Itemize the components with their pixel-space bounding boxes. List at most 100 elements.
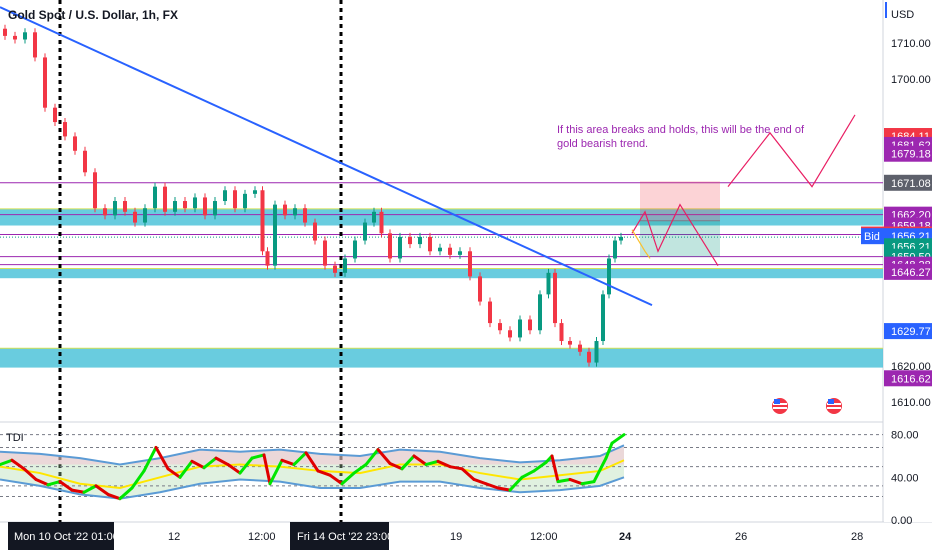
candle-body — [33, 32, 37, 58]
tdi-rsi-segment — [178, 459, 194, 479]
candle-body — [283, 204, 287, 216]
tdi-rsi-segment — [448, 465, 464, 471]
tdi-rsi-segment — [610, 433, 626, 445]
take-profit-area[interactable] — [640, 220, 720, 257]
candle-body — [260, 190, 265, 252]
candle-body — [73, 136, 77, 151]
candle-body — [488, 301, 492, 324]
tdi-rsi-segment — [592, 456, 608, 484]
tdi-rsi-segment — [292, 451, 308, 467]
tdi-pane — [0, 422, 883, 522]
tdi-label[interactable]: TDI — [6, 432, 24, 444]
tdi-rsi-segment — [496, 486, 512, 492]
tdi-rsi-segment — [280, 458, 296, 467]
price-tag[interactable] — [884, 370, 932, 387]
price-tag-label: 1629.77 — [891, 326, 931, 338]
candle-body — [183, 201, 187, 209]
x-tick: 26 — [735, 531, 747, 543]
y-tick: 1610.00 — [891, 397, 931, 409]
y-tick: 1620.00 — [891, 361, 931, 373]
candle-body — [203, 197, 207, 216]
tdi-axis-tick: 0.00 — [891, 515, 912, 527]
candle-body — [363, 222, 367, 241]
candle-body — [265, 251, 270, 266]
candle-body — [398, 236, 402, 259]
candle-body — [458, 251, 462, 255]
candle-body — [193, 197, 197, 209]
price-tags: 1684.111681.621679.181671.081662.201659.… — [861, 128, 932, 387]
trendline[interactable] — [0, 6, 653, 307]
candle-body — [13, 35, 17, 40]
candle-body — [173, 201, 177, 212]
x-tick: 12 — [168, 531, 180, 543]
support-zone[interactable] — [0, 208, 883, 226]
price-tag[interactable] — [884, 263, 932, 280]
candle-body — [53, 107, 57, 123]
tdi-rsi-segment — [118, 486, 134, 501]
candle-body — [418, 236, 422, 245]
position-box[interactable] — [640, 181, 720, 257]
price-tag[interactable] — [884, 323, 932, 340]
projection-path[interactable] — [631, 203, 719, 266]
support-zone[interactable] — [0, 348, 883, 368]
candle-body — [343, 258, 347, 273]
bearish-trendline[interactable] — [0, 6, 653, 307]
tdi-rsi-segment — [82, 484, 98, 494]
tdi-rsi-segment — [508, 475, 524, 492]
tdi-rsi-segment — [568, 477, 584, 486]
projection-path[interactable] — [631, 229, 651, 259]
time-highlight-2 — [290, 522, 389, 550]
price-axis-ticks: 1710.00 1700.00 1620.00 1610.00 — [891, 38, 931, 409]
projection-path[interactable] — [727, 114, 856, 188]
projection-paths[interactable] — [631, 114, 856, 266]
candle-body — [538, 294, 542, 331]
tdi-rsi-segment — [340, 471, 356, 486]
tdi-rsi-segment — [580, 480, 596, 486]
tdi-rsi-segment — [484, 482, 500, 490]
candle-body — [23, 32, 27, 40]
tdi-axis-tick: 40.00 — [891, 472, 919, 484]
candle-body — [213, 201, 217, 216]
candle-body — [578, 344, 582, 352]
candle-body — [223, 190, 227, 202]
candle-body — [448, 247, 452, 255]
tdi-rsi-segment — [604, 441, 614, 460]
price-tag-prefix-box — [861, 228, 884, 245]
candle-body — [333, 265, 337, 273]
time-highlight-label-1: Mon 10 Oct '22 01:00 — [14, 531, 119, 543]
price-tag[interactable] — [884, 145, 932, 162]
candle-body — [163, 186, 167, 212]
tdi-rsi-segment — [130, 469, 146, 490]
tdi-rsi-segment — [460, 467, 476, 481]
tdi-rsi-segment — [364, 448, 380, 467]
candle-body — [613, 240, 617, 259]
tdi-rsi-segment — [304, 451, 320, 473]
tdi-rsi-segment — [190, 459, 206, 470]
tdi-axis-tick: 80.00 — [891, 430, 919, 442]
stop-loss-area[interactable] — [640, 181, 720, 221]
candle-body — [233, 190, 237, 209]
us-flag-icon[interactable] — [826, 398, 842, 414]
annotation-line-1[interactable]: If this area breaks and holds, this will… — [557, 124, 805, 136]
candle-body — [313, 222, 317, 241]
currency-label: USD — [891, 9, 914, 21]
candle-body — [388, 233, 392, 259]
tdi-rsi-segment — [142, 445, 158, 473]
price-tag-prefix: Bid — [864, 231, 880, 243]
us-flag-icon[interactable] — [772, 398, 788, 414]
tdi-rsi-segment — [106, 492, 122, 501]
candle-body — [619, 236, 623, 241]
candle-body — [123, 201, 127, 212]
time-axis[interactable]: Mon 10 Oct '22 01:00 Fri 14 Oct '22 23:0… — [8, 522, 863, 550]
price-tag[interactable] — [884, 174, 932, 191]
tdi-rsi-segment — [316, 469, 332, 477]
time-highlight-1 — [8, 522, 114, 550]
candle-body — [553, 272, 557, 324]
tdi-rsi-segment — [226, 463, 242, 475]
support-zone[interactable] — [0, 268, 883, 279]
tdi-rsi-segment — [10, 458, 26, 471]
annotation-line-2[interactable]: gold bearish trend. — [557, 138, 648, 150]
candle-body — [601, 294, 605, 342]
candle-body — [559, 323, 564, 342]
